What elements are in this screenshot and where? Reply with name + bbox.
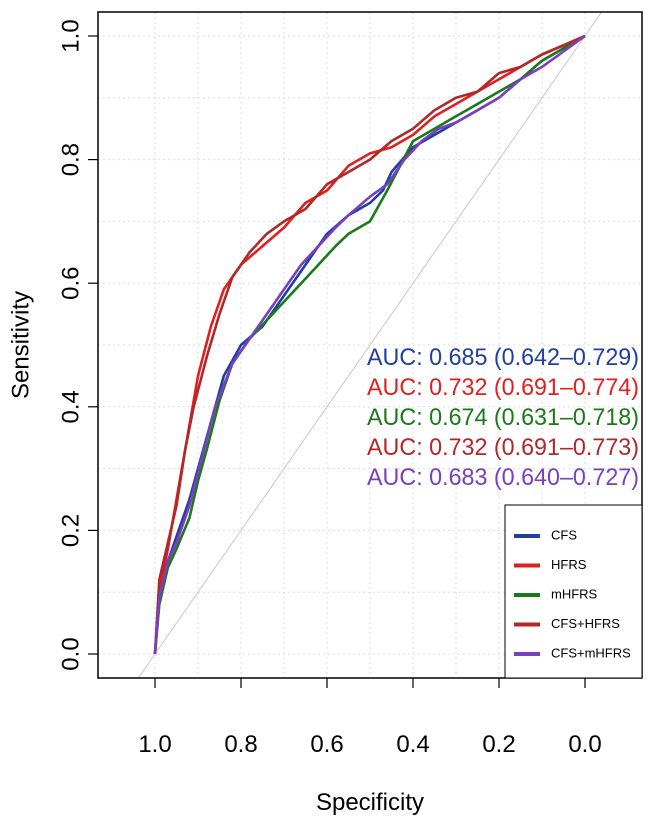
legend-label: CFS+HFRS: [551, 616, 620, 631]
reference-diagonal-line: [137, 11, 603, 679]
x-tick-label: 0.8: [224, 731, 257, 758]
y-tick-label: 0.4: [57, 390, 84, 423]
y-tick-label: 0.6: [57, 267, 84, 300]
x-tick-label: 1.0: [138, 731, 171, 758]
legend-label: mHFRS: [551, 586, 598, 601]
legend-label: CFS: [551, 527, 577, 542]
auc-label: AUC: 0.674 (0.631–0.718): [367, 404, 639, 431]
auc-label: AUC: 0.732 (0.691–0.773): [367, 434, 639, 461]
x-tick-label: 0.0: [568, 731, 601, 758]
x-tick-label: 0.2: [482, 731, 515, 758]
y-tick-label: 0.0: [57, 637, 84, 670]
grid: [98, 12, 642, 678]
series-line-mhfrs: [153, 34, 586, 655]
y-tick-label: 0.8: [57, 143, 84, 176]
series-lines: [153, 34, 586, 655]
y-tick-label: 1.0: [57, 19, 84, 52]
legend: CFS HFRS mHFRS CFS+HFRS CFS+mHFRS: [504, 504, 643, 679]
y-axis-title: Sensitivity: [7, 291, 34, 399]
series-line-cfs-plus-hfrs: [153, 34, 586, 655]
x-tick-label: 0.6: [310, 731, 343, 758]
axes: 1.0 0.8 0.6 0.4 0.2 0.0 0.0 0.2 0.4 0.6 0.8 1.0: [57, 19, 601, 758]
auc-label: AUC: 0.732 (0.691–0.774): [367, 374, 639, 401]
series-line-cfs-plus-mhfrs: [153, 34, 586, 655]
auc-label: AUC: 0.683 (0.640–0.727): [367, 464, 639, 491]
y-tick-label: 0.2: [57, 514, 84, 547]
legend-box: [504, 504, 643, 679]
plot-frame: [97, 11, 643, 679]
auc-annotations: AUC: 0.685 (0.642–0.729) AUC: 0.732 (0.69…: [367, 344, 639, 491]
legend-label: CFS+mHFRS: [551, 645, 631, 660]
auc-label: AUC: 0.685 (0.642–0.729): [367, 344, 639, 371]
x-tick-label: 0.4: [396, 731, 429, 758]
legend-label: HFRS: [551, 557, 587, 572]
x-axis-title: Specificity: [316, 789, 424, 816]
